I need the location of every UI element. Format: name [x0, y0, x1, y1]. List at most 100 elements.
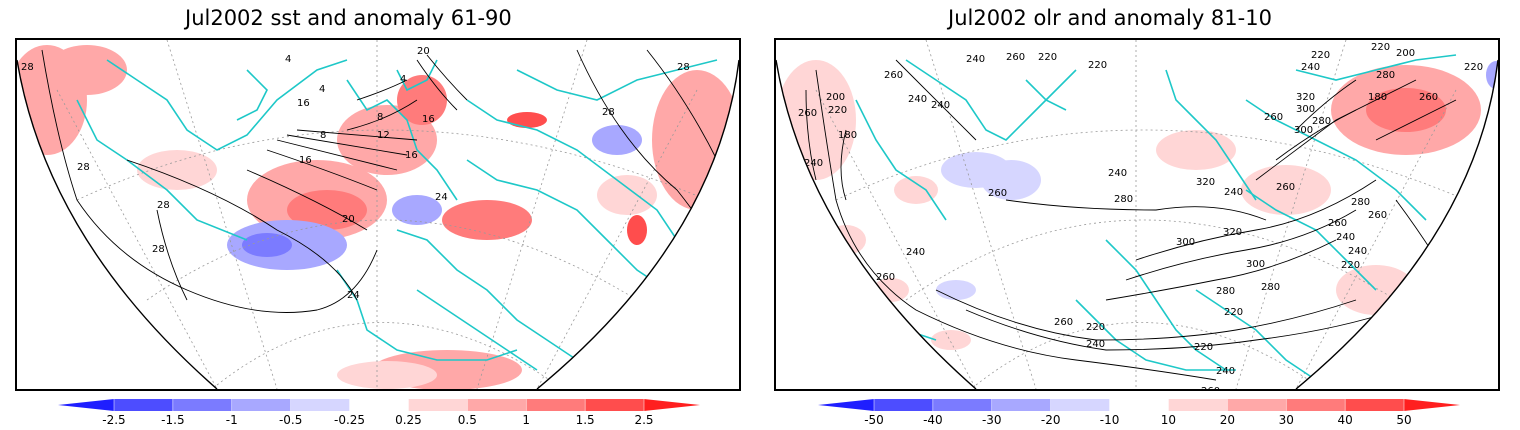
- right-panel-title: Jul2002 olr and anomaly 81-10: [948, 6, 1272, 30]
- contour-label: 260: [1328, 218, 1347, 229]
- contour-label: 24: [435, 192, 448, 203]
- contour-label: 260: [1054, 317, 1073, 328]
- contour-label: 260: [884, 70, 903, 81]
- contour-label: 240: [1108, 168, 1127, 179]
- contour-label: 220: [1311, 50, 1330, 61]
- colorbar-swatch: [467, 399, 527, 411]
- contour-label: 220: [1464, 62, 1483, 73]
- olr-colorbar: -50 -40 -30 -20 -10 10 20 30 40 50: [818, 399, 1460, 427]
- anomaly-patch: [627, 215, 647, 245]
- sst-graticule: [56, 40, 708, 389]
- contour-label: 320: [1296, 92, 1315, 103]
- sst-contours: [41, 49, 733, 313]
- contour-label: 300: [1294, 125, 1313, 136]
- colorbar-swatch: [1050, 399, 1110, 411]
- anomaly-patch: [47, 45, 127, 95]
- colorbar-swatch: [1168, 399, 1228, 411]
- anomaly-patch: [397, 75, 447, 125]
- contour-label: 260: [876, 272, 895, 283]
- contour-label: 8: [320, 130, 326, 141]
- contour-label: 260: [1419, 92, 1438, 103]
- contour-label: 220: [1371, 42, 1390, 53]
- anomaly-patch: [337, 361, 437, 389]
- contour-label: 320: [1196, 177, 1215, 188]
- contour-label: 28: [677, 62, 690, 73]
- contour-label: 28: [152, 244, 165, 255]
- colorbar-tick-label: 50: [1396, 413, 1411, 427]
- contour-label: 220: [828, 105, 847, 116]
- colorbar-tick-label: 1: [522, 413, 530, 427]
- anomaly-patch: [592, 125, 642, 155]
- contour-label: 300: [1176, 237, 1195, 248]
- colorbar-arrow-high: [1404, 399, 1460, 411]
- contour-label: 280: [1376, 70, 1395, 81]
- contour-label: 240: [1224, 187, 1243, 198]
- colorbar-tick-label: 0.5: [458, 413, 477, 427]
- anomaly-patch: [442, 200, 532, 240]
- anomaly-patch: [936, 280, 976, 300]
- contour-label: 200: [1396, 48, 1415, 59]
- colorbar-swatch: [408, 399, 468, 411]
- sst-anomaly-map: 28 28 28 28 28 28 24 20 20 16 16 12 8 8 …: [15, 38, 741, 391]
- contour-label: 4: [285, 54, 291, 65]
- contour-label: 16: [297, 98, 310, 109]
- contour-label: 280: [1261, 282, 1280, 293]
- contour-label: 20: [342, 214, 355, 225]
- olr-anomaly-map: 240 260 200 180 260 240 220 240 260 240 …: [774, 38, 1500, 391]
- colorbar-arrow-high: [644, 399, 700, 411]
- sst-colorbar: -2.5 -1.5 -1 -0.5 -0.25 0.25 0.5 1 1.5 2.5: [58, 399, 700, 427]
- contour-label: 260: [798, 108, 817, 119]
- contour-label: 16: [405, 150, 418, 161]
- colorbar-swatch: [1286, 399, 1346, 411]
- contour-label: 220: [1194, 342, 1213, 353]
- colorbar-tick-label: 40: [1337, 413, 1352, 427]
- sst-coastlines: [76, 59, 718, 371]
- contour-label: 240: [1086, 339, 1105, 350]
- contour-label: 16: [299, 155, 312, 166]
- contour-label: 320: [1223, 227, 1242, 238]
- colorbar-tick-label: -1.5: [161, 413, 184, 427]
- colorbar-tick-label: -30: [982, 413, 1002, 427]
- colorbar-tick-label: -20: [1041, 413, 1061, 427]
- contour-label: 280: [1351, 197, 1370, 208]
- contour-label: 240: [1216, 366, 1235, 377]
- colorbar-tick-label: -10: [1100, 413, 1120, 427]
- colorbar-tick-label: 10: [1161, 413, 1176, 427]
- colorbar-swatch: [874, 399, 933, 411]
- anomaly-patch: [137, 150, 217, 190]
- contour-label: 280: [1312, 116, 1331, 127]
- anomaly-patch: [287, 190, 367, 230]
- contour-label: 260: [1276, 182, 1295, 193]
- anomaly-patch: [1436, 210, 1496, 290]
- contour-label: 260: [1368, 210, 1387, 221]
- colorbar-arrow-low: [58, 399, 114, 411]
- colorbar-swatch: [1345, 399, 1404, 411]
- olr-map-svg: 240 260 200 180 260 240 220 240 260 240 …: [776, 40, 1498, 389]
- colorbar-swatch: [1109, 399, 1169, 411]
- contour-label: 180: [838, 130, 857, 141]
- contour-label: 260: [988, 188, 1007, 199]
- contour-label: 28: [21, 62, 34, 73]
- contour-label: 240: [908, 94, 927, 105]
- contour-label: 220: [1224, 307, 1243, 318]
- contour-label: 280: [1114, 194, 1133, 205]
- colorbar-tick-label: 20: [1220, 413, 1235, 427]
- colorbar-tick-label: -0.5: [279, 413, 302, 427]
- contour-label: 300: [1246, 259, 1265, 270]
- olr-graticule: [815, 40, 1467, 389]
- anomaly-patch: [1156, 130, 1236, 170]
- colorbar-swatch: [1227, 399, 1287, 411]
- contour-label: 240: [931, 100, 950, 111]
- contour-label: 300: [1296, 104, 1315, 115]
- sst-map-content: 28 28 28 28 28 28 24 20 20 16 16 12 8 8 …: [17, 40, 739, 389]
- colorbar-arrow-low: [818, 399, 874, 411]
- olr-map-content: 240 260 200 180 260 240 220 240 260 240 …: [776, 40, 1498, 389]
- contour-label: 260: [1264, 112, 1283, 123]
- contour-label: 220: [1038, 52, 1057, 63]
- colorbar-swatch: [932, 399, 992, 411]
- contour-label: 280: [1216, 286, 1235, 297]
- projection-boundary: [17, 59, 739, 389]
- left-panel-title: Jul2002 sst and anomaly 61-90: [185, 6, 512, 30]
- anomaly-patch: [242, 233, 292, 257]
- projection-boundary: [776, 59, 1498, 389]
